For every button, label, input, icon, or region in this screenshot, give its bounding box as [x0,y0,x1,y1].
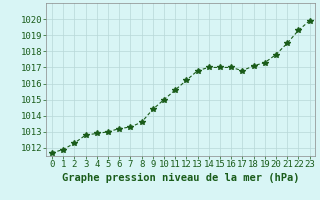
X-axis label: Graphe pression niveau de la mer (hPa): Graphe pression niveau de la mer (hPa) [62,173,300,183]
